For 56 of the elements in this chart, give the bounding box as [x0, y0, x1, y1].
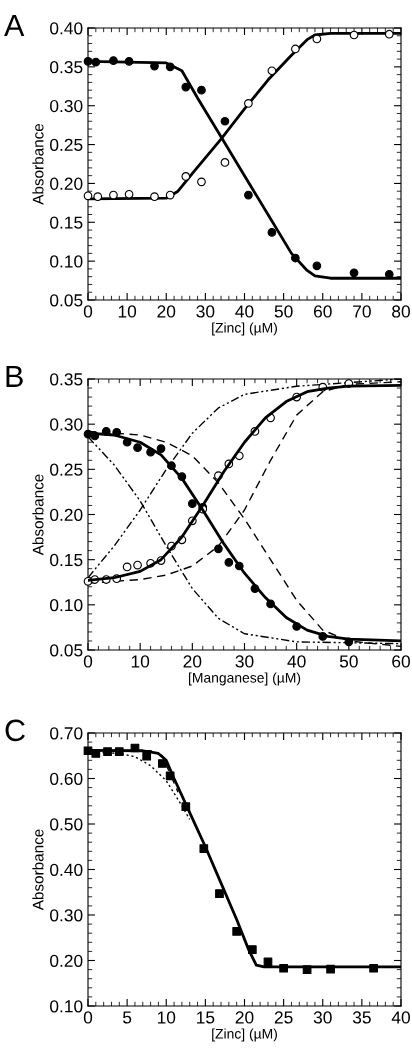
x-tick-label: 35 [352, 1011, 371, 1024]
x-tick-label: 40 [287, 655, 306, 668]
x-tick-label: 0 [83, 655, 93, 668]
x-tick-label: 10 [118, 305, 137, 318]
y-tick-label: 0.40 [50, 22, 83, 35]
x-axis-title: [Zinc] (µM) [212, 1028, 277, 1042]
x-tick-label: 60 [392, 655, 410, 668]
y-tick-label: 0.40 [50, 863, 83, 876]
x-tick-label: 40 [235, 305, 254, 318]
x-tick-label: 50 [274, 305, 293, 318]
y-tick-label: 0.15 [50, 553, 83, 567]
x-tick-label: 30 [235, 655, 254, 668]
x-tick-label: 10 [157, 1011, 176, 1024]
y-tick-label: 0.35 [50, 373, 83, 386]
x-tick-label: 5 [122, 1011, 132, 1024]
y-tick-label: 0.30 [50, 99, 83, 113]
x-tick-label: 0 [83, 1011, 93, 1024]
y-tick-label: 0.10 [50, 599, 83, 612]
chart-title: C [5, 719, 25, 742]
chart-title: A [4, 14, 25, 36]
x-tick-label: 25 [274, 1011, 293, 1024]
y-tick-label: 0.20 [50, 177, 83, 190]
x-tick-label: 15 [197, 1011, 215, 1024]
y-axis-title: Absorbance [32, 829, 44, 911]
y-tick-label: 0.30 [50, 909, 83, 922]
x-tick-label: 60 [313, 305, 332, 318]
x-tick-label: 30 [313, 1011, 332, 1024]
y-tick-label: 0.25 [50, 463, 83, 476]
x-tick-label: 70 [353, 305, 371, 318]
y-tick-label: 0.35 [50, 61, 83, 74]
y-axis-title: Absorbance [32, 123, 44, 205]
y-tick-label: 0.20 [50, 954, 83, 967]
y-tick-label: 0.15 [50, 216, 83, 229]
x-tick-label: 20 [183, 655, 202, 668]
chart-title: B [6, 365, 23, 387]
x-axis-title: [Manganese] (µM) [189, 672, 301, 686]
x-axis-title: [Zinc] (µM) [212, 322, 277, 336]
y-tick-label: 0.05 [50, 644, 83, 657]
y-tick-label: 0.30 [50, 418, 83, 431]
y-tick-label: 0.25 [50, 138, 83, 152]
y-axis-title: Absorbance [32, 474, 44, 556]
y-tick-label: 0.60 [50, 772, 83, 785]
y-tick-label: 0.10 [50, 255, 83, 268]
y-tick-label: 0.20 [50, 508, 83, 521]
x-tick-label: 20 [157, 305, 176, 318]
x-tick-label: 80 [392, 305, 410, 318]
x-tick-label: 30 [196, 305, 215, 318]
x-tick-label: 20 [235, 1011, 254, 1024]
y-tick-label: 0.05 [50, 294, 83, 307]
x-tick-label: 50 [339, 655, 358, 668]
x-tick-label: 10 [131, 655, 150, 668]
x-tick-label: 0 [83, 305, 93, 318]
y-tick-label: 0.10 [50, 1000, 83, 1013]
y-tick-label: 0.50 [50, 818, 83, 831]
x-tick-label: 40 [391, 1011, 410, 1024]
y-tick-label: 0.70 [50, 727, 83, 740]
